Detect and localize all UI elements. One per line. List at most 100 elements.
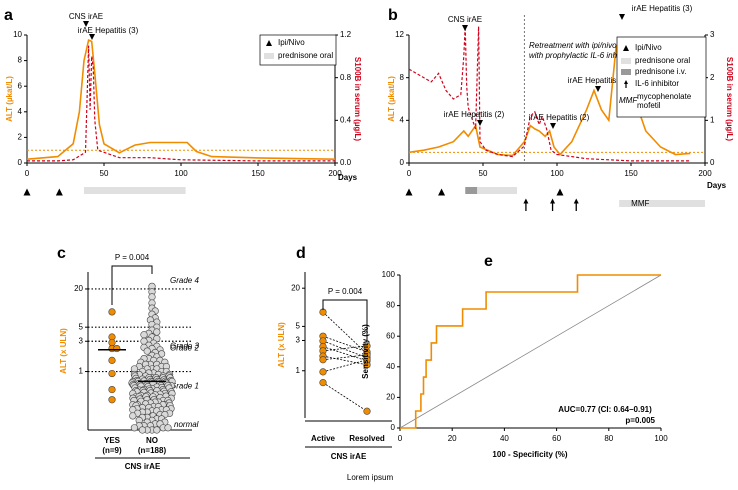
reference-diagonal bbox=[399, 274, 662, 429]
ipi-nivo-dose bbox=[55, 188, 63, 196]
panel-label: e bbox=[484, 253, 493, 270]
data-point bbox=[363, 356, 371, 364]
annotation: irAE Hepatitis (2) bbox=[529, 113, 590, 122]
annotation: CNS irAE bbox=[448, 15, 482, 24]
mmf-bar bbox=[619, 200, 705, 207]
annotation: p=0.005 bbox=[625, 416, 655, 425]
il6-arrowhead bbox=[573, 198, 579, 204]
prednisone-iv-bar bbox=[465, 187, 478, 194]
annotation: Retreatment with ipi/nivo bbox=[529, 41, 617, 50]
y-axis-label: Sensitivity (%) bbox=[361, 324, 370, 379]
category-label: Resolved bbox=[349, 434, 385, 443]
x-tick-label: 60 bbox=[552, 434, 561, 443]
x-tick-label: 150 bbox=[251, 169, 265, 178]
y2-tick-label: 2 bbox=[710, 73, 715, 82]
data-point bbox=[164, 424, 172, 432]
legend-label: mofetil bbox=[637, 101, 661, 110]
legend-label: prednisone oral bbox=[278, 51, 333, 60]
y2-tick-label: 0 bbox=[710, 158, 715, 167]
y-tick-label: 10 bbox=[13, 30, 22, 39]
y-tick-label: 20 bbox=[291, 283, 300, 292]
y2-axis-label: S100B in serum (µg/L) bbox=[725, 57, 734, 142]
data-point bbox=[108, 369, 116, 378]
data-line bbox=[408, 26, 691, 162]
x-tick-label: 50 bbox=[479, 169, 488, 178]
data-point bbox=[108, 308, 116, 316]
data-line bbox=[27, 45, 335, 162]
annotation: with prophylactic IL-6 inhibitor bbox=[529, 51, 635, 60]
legend-label: Ipi/Nivo bbox=[635, 43, 662, 52]
y-tick-label: 3 bbox=[79, 336, 84, 345]
data-point bbox=[108, 385, 116, 394]
category-label: YES bbox=[104, 436, 121, 445]
x-tick-label: 200 bbox=[698, 169, 712, 178]
y-tick-label: 2 bbox=[18, 133, 23, 142]
pair-line bbox=[322, 346, 368, 362]
group-label: CNS irAE bbox=[331, 452, 367, 461]
y-tick-label: 8 bbox=[18, 56, 23, 65]
x-tick-label: 40 bbox=[500, 434, 509, 443]
legend-symbol bbox=[624, 80, 628, 84]
pair-line bbox=[322, 382, 368, 412]
y2-tick-label: 0.4 bbox=[340, 115, 352, 124]
legend-label: prednisone i.v. bbox=[635, 67, 686, 76]
event-marker bbox=[477, 120, 483, 126]
data-point bbox=[319, 368, 327, 376]
legend-label: Ipi/Nivo bbox=[278, 38, 305, 47]
grade-label: Grade 1 bbox=[170, 382, 199, 391]
legend-symbol bbox=[621, 69, 631, 75]
y-tick-label: 6 bbox=[18, 81, 23, 90]
prednisone-oral-bar bbox=[477, 187, 518, 194]
legend-label: prednisone oral bbox=[635, 56, 690, 65]
annotation: CNS irAE bbox=[69, 12, 103, 21]
y-axis-label: ALT (x ULN) bbox=[277, 322, 286, 368]
y-tick-label: 20 bbox=[74, 284, 83, 293]
annotation: irAE Hepatitis (3) bbox=[78, 26, 139, 35]
event-marker bbox=[550, 123, 556, 129]
data-point bbox=[153, 328, 161, 336]
ipi-nivo-dose bbox=[405, 188, 413, 196]
il6-arrowhead bbox=[550, 198, 556, 204]
event-marker bbox=[462, 25, 468, 31]
y-tick-label: 0 bbox=[400, 158, 405, 167]
y-tick-label: 20 bbox=[386, 393, 395, 402]
data-point bbox=[138, 426, 146, 434]
y2-tick-label: 0.8 bbox=[340, 73, 352, 82]
ipi-nivo-dose bbox=[438, 188, 446, 196]
y-tick-label: 4 bbox=[400, 115, 405, 124]
legend-symbol bbox=[621, 58, 631, 64]
annotation: irAE Hepatitis (2) bbox=[444, 110, 505, 119]
y-tick-label: 5 bbox=[296, 322, 301, 331]
count-label: (n=9) bbox=[102, 446, 122, 455]
data-point bbox=[319, 379, 327, 387]
event-marker bbox=[619, 14, 625, 20]
y-tick-label: 12 bbox=[395, 30, 404, 39]
y-tick-label: 5 bbox=[79, 322, 84, 331]
data-point bbox=[108, 339, 116, 347]
annotation: AUC=0.77 (CI: 0.64–0.91) bbox=[558, 405, 652, 414]
x-tick-label: 50 bbox=[100, 169, 109, 178]
legend-symbol bbox=[264, 53, 274, 59]
grade-label: Grade 4 bbox=[170, 276, 199, 285]
data-point bbox=[113, 344, 121, 353]
category-label: NO bbox=[146, 436, 158, 445]
y2-tick-label: 1 bbox=[710, 115, 715, 124]
legend-label: mycophenolate bbox=[637, 92, 692, 101]
y2-tick-label: 3 bbox=[710, 30, 715, 39]
data-point bbox=[143, 347, 151, 355]
x-tick-label: 100 bbox=[550, 169, 564, 178]
y-tick-label: 0 bbox=[18, 158, 23, 167]
ipi-nivo-dose bbox=[23, 188, 31, 196]
x-tick-label: 150 bbox=[624, 169, 638, 178]
legend-box bbox=[259, 34, 337, 66]
group-label: CNS irAE bbox=[125, 462, 161, 471]
y-axis-label: ALT (µkat/L) bbox=[387, 76, 396, 122]
x-tick-label: 0 bbox=[398, 434, 403, 443]
y-axis-label: ALT (µkat/L) bbox=[5, 76, 14, 122]
legend-symbol bbox=[623, 45, 629, 51]
ipi-nivo-dose bbox=[556, 188, 564, 196]
data-line bbox=[26, 38, 336, 160]
y-tick-label: 8 bbox=[400, 73, 405, 82]
event-marker bbox=[83, 21, 89, 27]
